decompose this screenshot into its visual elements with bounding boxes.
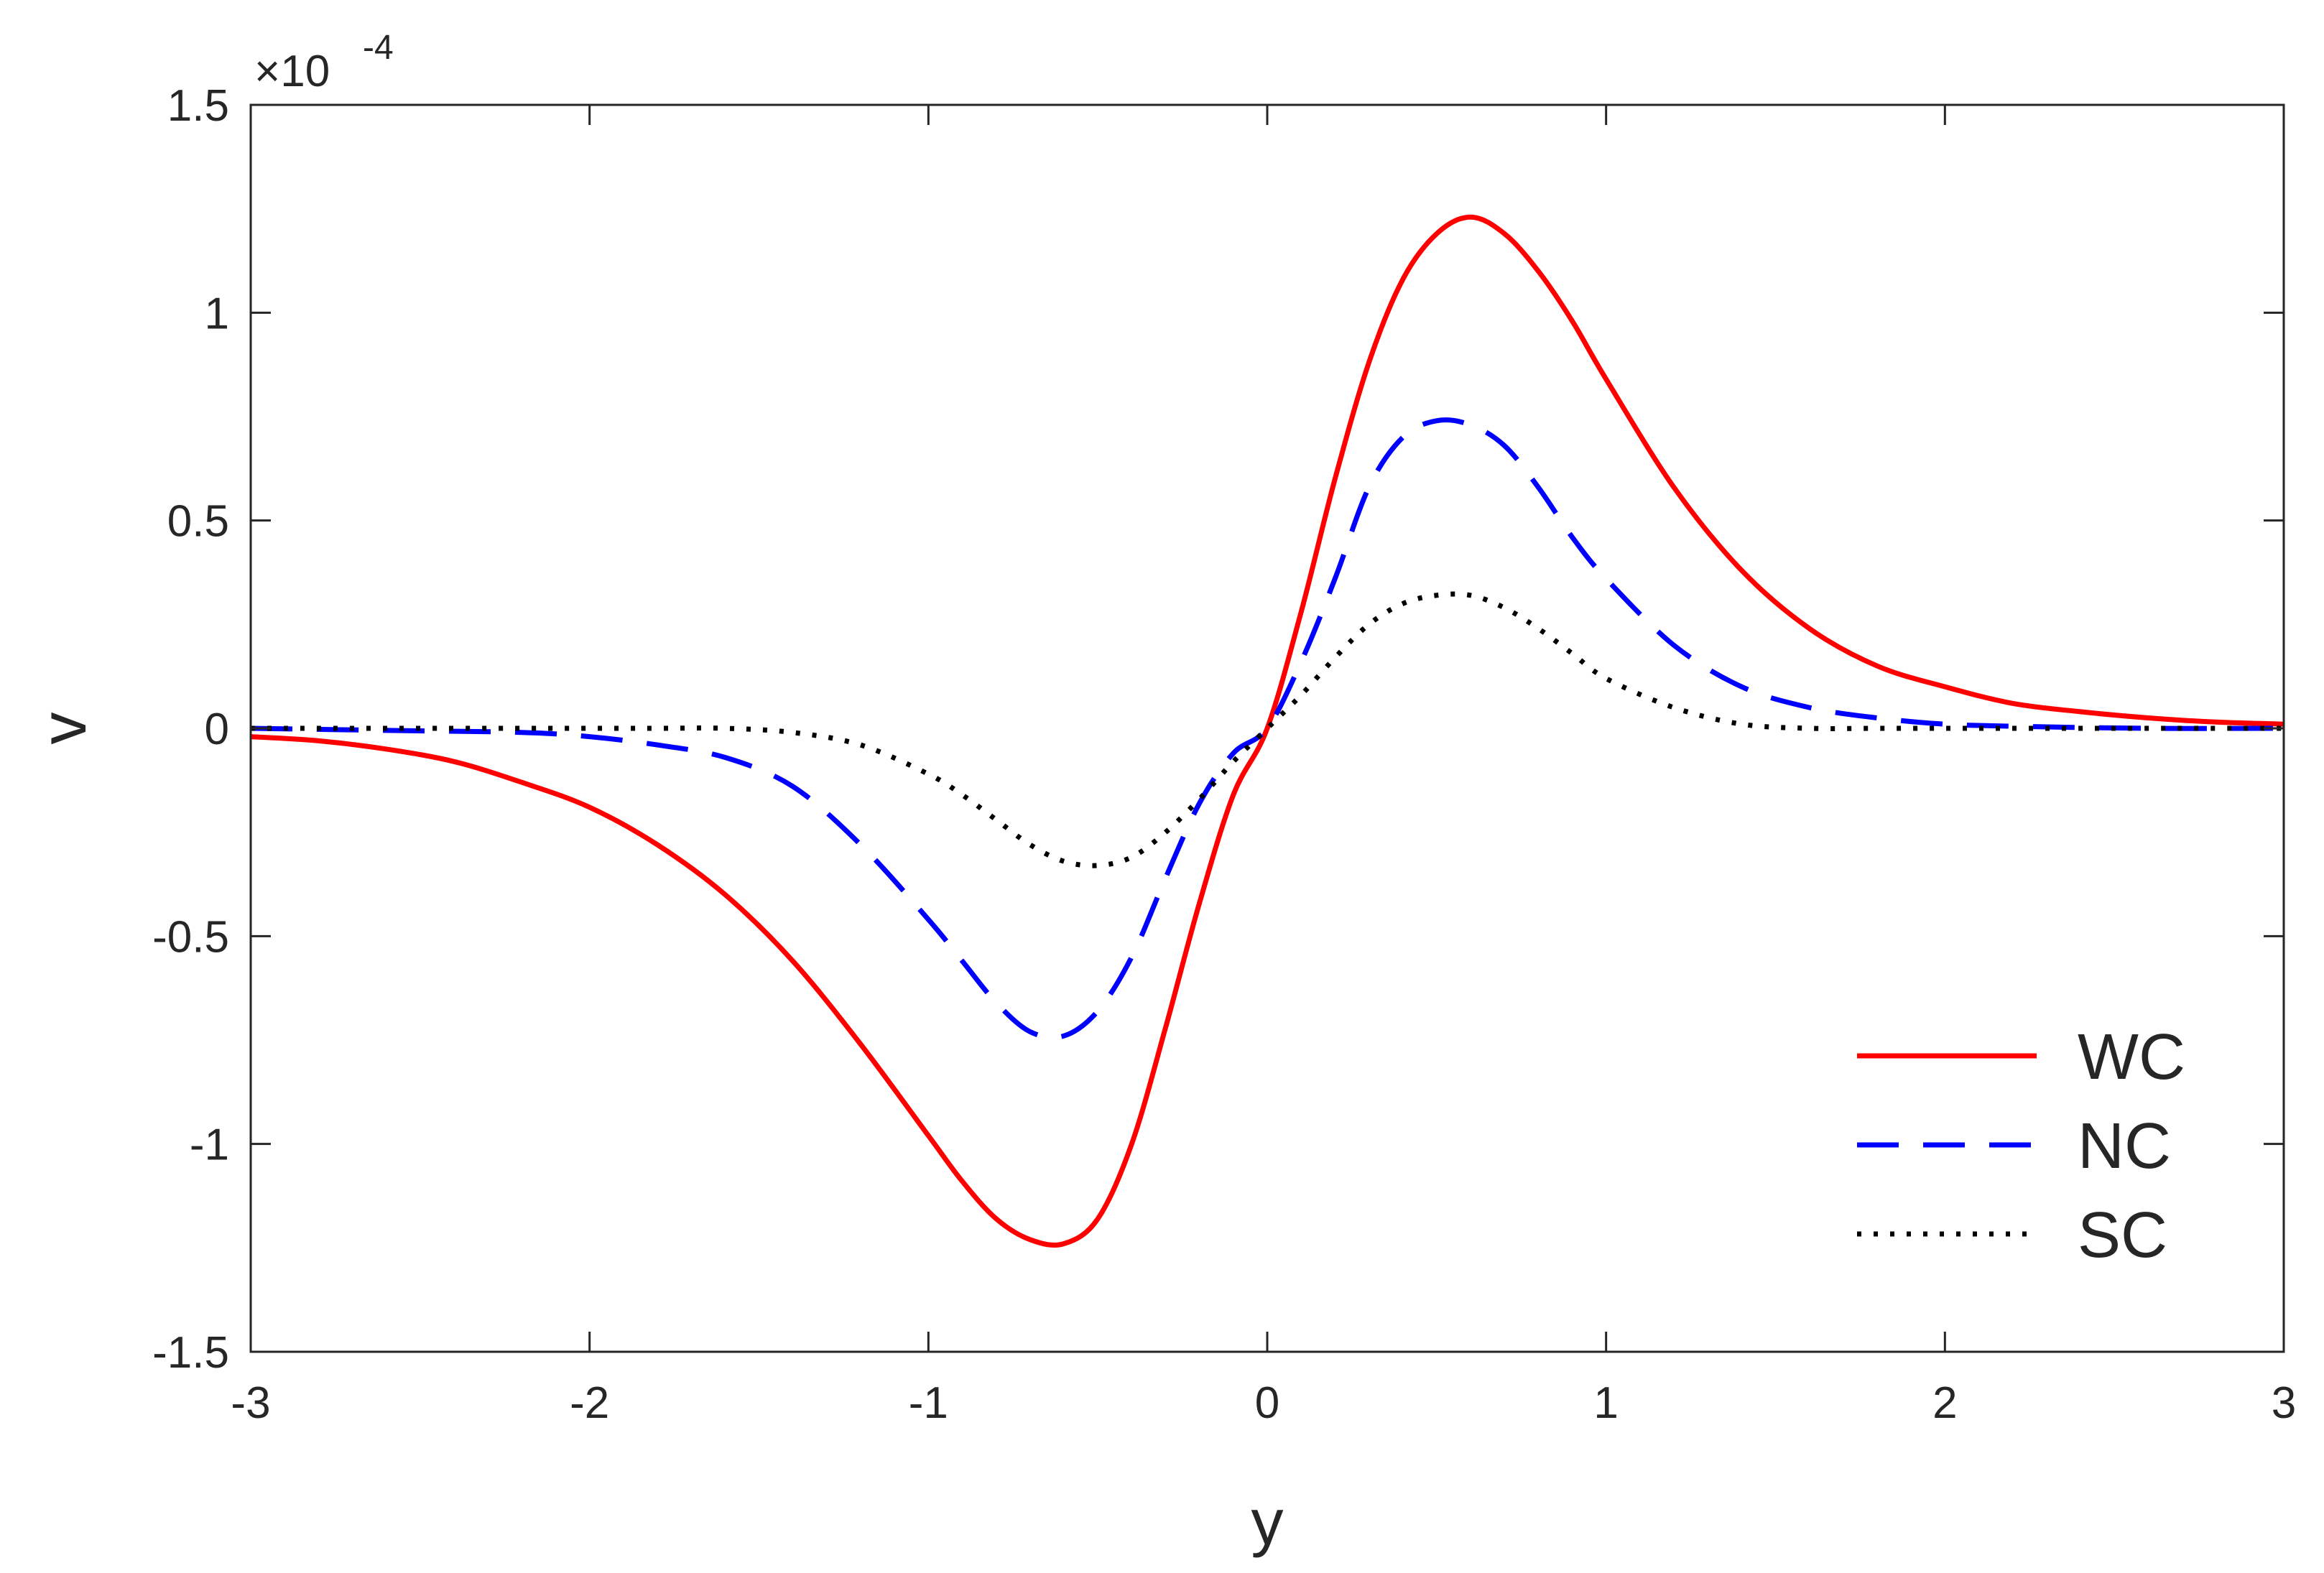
x-tick-label: -2: [570, 1378, 609, 1428]
series-line-sc: [250, 591, 2284, 868]
x-tick-label: -3: [231, 1378, 270, 1428]
x-tick-label: 0: [1255, 1378, 1279, 1428]
x-tick-label: 1: [1593, 1378, 1618, 1428]
x-tick-label: 3: [2272, 1378, 2296, 1428]
svg-text:×10: ×10: [254, 47, 330, 96]
series-line-wc: [250, 214, 2284, 1248]
legend: WC NC SC: [1857, 1021, 2185, 1271]
y-tick-label: 0.5: [167, 497, 229, 547]
y-tick-label: -0.5: [152, 912, 229, 962]
series-line-nc: [250, 417, 2284, 1041]
x-axis-ticks: -3 -2 -1 0 1 2 3: [231, 105, 2296, 1428]
legend-label-wc: WC: [2078, 1021, 2185, 1093]
legend-label-sc: SC: [2078, 1200, 2167, 1271]
x-tick-label: 2: [1932, 1378, 1957, 1428]
y-axis-label: v: [28, 713, 100, 745]
x-axis-label: y: [1251, 1487, 1284, 1559]
y-tick-label: -1.5: [152, 1328, 229, 1378]
y-tick-label: 1: [205, 289, 229, 338]
y-tick-label: -1: [190, 1120, 229, 1170]
x-tick-label: -1: [909, 1378, 948, 1428]
y-tick-label: 1.5: [167, 81, 229, 131]
y-tick-label: 0: [205, 705, 229, 754]
y-axis-multiplier: ×10 -4: [254, 29, 394, 96]
series-layer: [250, 214, 2284, 1248]
svg-text:-4: -4: [363, 29, 394, 67]
y-axis-ticks: -1.5 -1 -0.5 0 0.5 1 1.5: [152, 81, 2284, 1378]
legend-label-nc: NC: [2078, 1110, 2171, 1182]
